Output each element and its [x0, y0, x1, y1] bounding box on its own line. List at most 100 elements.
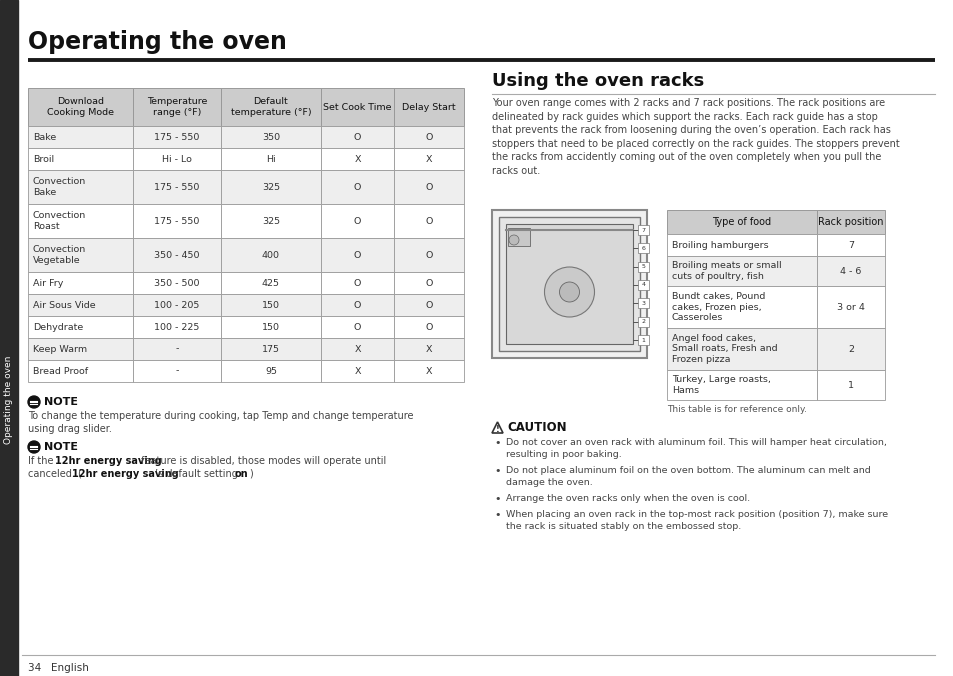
Bar: [394, 170, 463, 204]
Text: X: X: [425, 345, 432, 354]
Text: O: O: [354, 183, 361, 191]
Bar: [132, 148, 221, 170]
Bar: [320, 272, 394, 294]
Text: !: !: [495, 425, 499, 433]
Text: 95: 95: [265, 366, 276, 375]
Bar: [394, 148, 463, 170]
Text: O: O: [425, 216, 433, 226]
Text: X: X: [425, 155, 432, 164]
Text: 175 - 550: 175 - 550: [154, 216, 199, 226]
Text: NOTE: NOTE: [44, 442, 78, 452]
Bar: [132, 294, 221, 316]
Bar: [221, 204, 320, 238]
Bar: [816, 234, 884, 256]
Text: Do not cover an oven rack with aluminum foil. This will hamper heat circulation,: Do not cover an oven rack with aluminum …: [505, 438, 886, 459]
Text: Air Sous Vide: Air Sous Vide: [33, 301, 95, 310]
Text: X: X: [354, 155, 360, 164]
Bar: [28, 272, 132, 294]
Text: 12hr energy saving: 12hr energy saving: [71, 469, 178, 479]
Bar: [28, 338, 132, 360]
Text: 350 - 450: 350 - 450: [154, 251, 199, 260]
Bar: [638, 262, 648, 272]
Text: 175 - 550: 175 - 550: [154, 132, 199, 141]
Bar: [638, 335, 648, 345]
Bar: [492, 210, 646, 358]
Text: Air Fry: Air Fry: [33, 279, 63, 287]
Bar: [28, 204, 132, 238]
Text: Convection
Roast: Convection Roast: [33, 212, 86, 231]
Text: 400: 400: [262, 251, 280, 260]
Text: Broil: Broil: [33, 155, 54, 164]
Bar: [638, 243, 648, 254]
Text: 34   English: 34 English: [28, 663, 89, 673]
Text: O: O: [425, 279, 433, 287]
Text: O: O: [425, 301, 433, 310]
Text: Delay Start: Delay Start: [402, 103, 456, 112]
Bar: [28, 294, 132, 316]
Bar: [221, 272, 320, 294]
Bar: [394, 294, 463, 316]
Text: 3: 3: [640, 301, 645, 306]
Text: •: •: [495, 494, 500, 504]
Text: feature is disabled, those modes will operate until: feature is disabled, those modes will op…: [138, 456, 386, 466]
Bar: [394, 272, 463, 294]
Text: Operating the oven: Operating the oven: [5, 356, 13, 444]
Text: •: •: [495, 510, 500, 520]
Text: 12hr energy saving: 12hr energy saving: [55, 456, 162, 466]
Bar: [394, 238, 463, 272]
Bar: [28, 360, 132, 382]
Bar: [638, 298, 648, 308]
Text: O: O: [425, 132, 433, 141]
Bar: [816, 286, 884, 328]
Bar: [320, 148, 394, 170]
Bar: [638, 225, 648, 235]
Bar: [221, 238, 320, 272]
Text: 150: 150: [262, 322, 280, 331]
Bar: [394, 126, 463, 148]
Bar: [394, 204, 463, 238]
Text: Convection
Bake: Convection Bake: [33, 177, 86, 197]
Text: Hi - Lo: Hi - Lo: [162, 155, 192, 164]
Bar: [507, 228, 530, 246]
Bar: [221, 170, 320, 204]
Text: -: -: [175, 345, 178, 354]
Text: •: •: [495, 438, 500, 448]
Bar: [28, 238, 132, 272]
Text: Do not place aluminum foil on the oven bottom. The aluminum can melt and
damage : Do not place aluminum foil on the oven b…: [505, 466, 870, 487]
Text: Convection
Vegetable: Convection Vegetable: [33, 245, 86, 265]
Bar: [320, 88, 394, 126]
Bar: [394, 88, 463, 126]
Bar: [221, 148, 320, 170]
Bar: [666, 210, 816, 234]
Bar: [638, 316, 648, 327]
Text: Your oven range comes with 2 racks and 7 rack positions. The rack positions are
: Your oven range comes with 2 racks and 7…: [492, 98, 899, 176]
Bar: [394, 316, 463, 338]
Bar: [320, 360, 394, 382]
Bar: [666, 286, 816, 328]
Bar: [132, 204, 221, 238]
Text: 2: 2: [847, 345, 853, 354]
Bar: [28, 88, 132, 126]
Text: 7: 7: [847, 241, 853, 249]
Text: Temperature
range (°F): Temperature range (°F): [147, 97, 207, 117]
Text: NOTE: NOTE: [44, 397, 78, 407]
Bar: [320, 170, 394, 204]
Text: 100 - 205: 100 - 205: [154, 301, 199, 310]
Text: O: O: [425, 322, 433, 331]
Text: Rack position: Rack position: [818, 217, 882, 227]
Text: 1: 1: [640, 337, 645, 343]
Bar: [28, 148, 132, 170]
Text: O: O: [425, 183, 433, 191]
Bar: [221, 316, 320, 338]
Text: Bundt cakes, Pound
cakes, Frozen pies,
Casseroles: Bundt cakes, Pound cakes, Frozen pies, C…: [671, 292, 764, 322]
Bar: [132, 170, 221, 204]
Bar: [816, 210, 884, 234]
Text: O: O: [354, 132, 361, 141]
Text: Bread Proof: Bread Proof: [33, 366, 88, 375]
Text: Turkey, Large roasts,
Hams: Turkey, Large roasts, Hams: [671, 375, 770, 395]
Text: This table is for reference only.: This table is for reference only.: [666, 405, 806, 414]
Text: O: O: [354, 251, 361, 260]
Bar: [666, 234, 816, 256]
Bar: [132, 126, 221, 148]
Text: Bake: Bake: [33, 132, 56, 141]
